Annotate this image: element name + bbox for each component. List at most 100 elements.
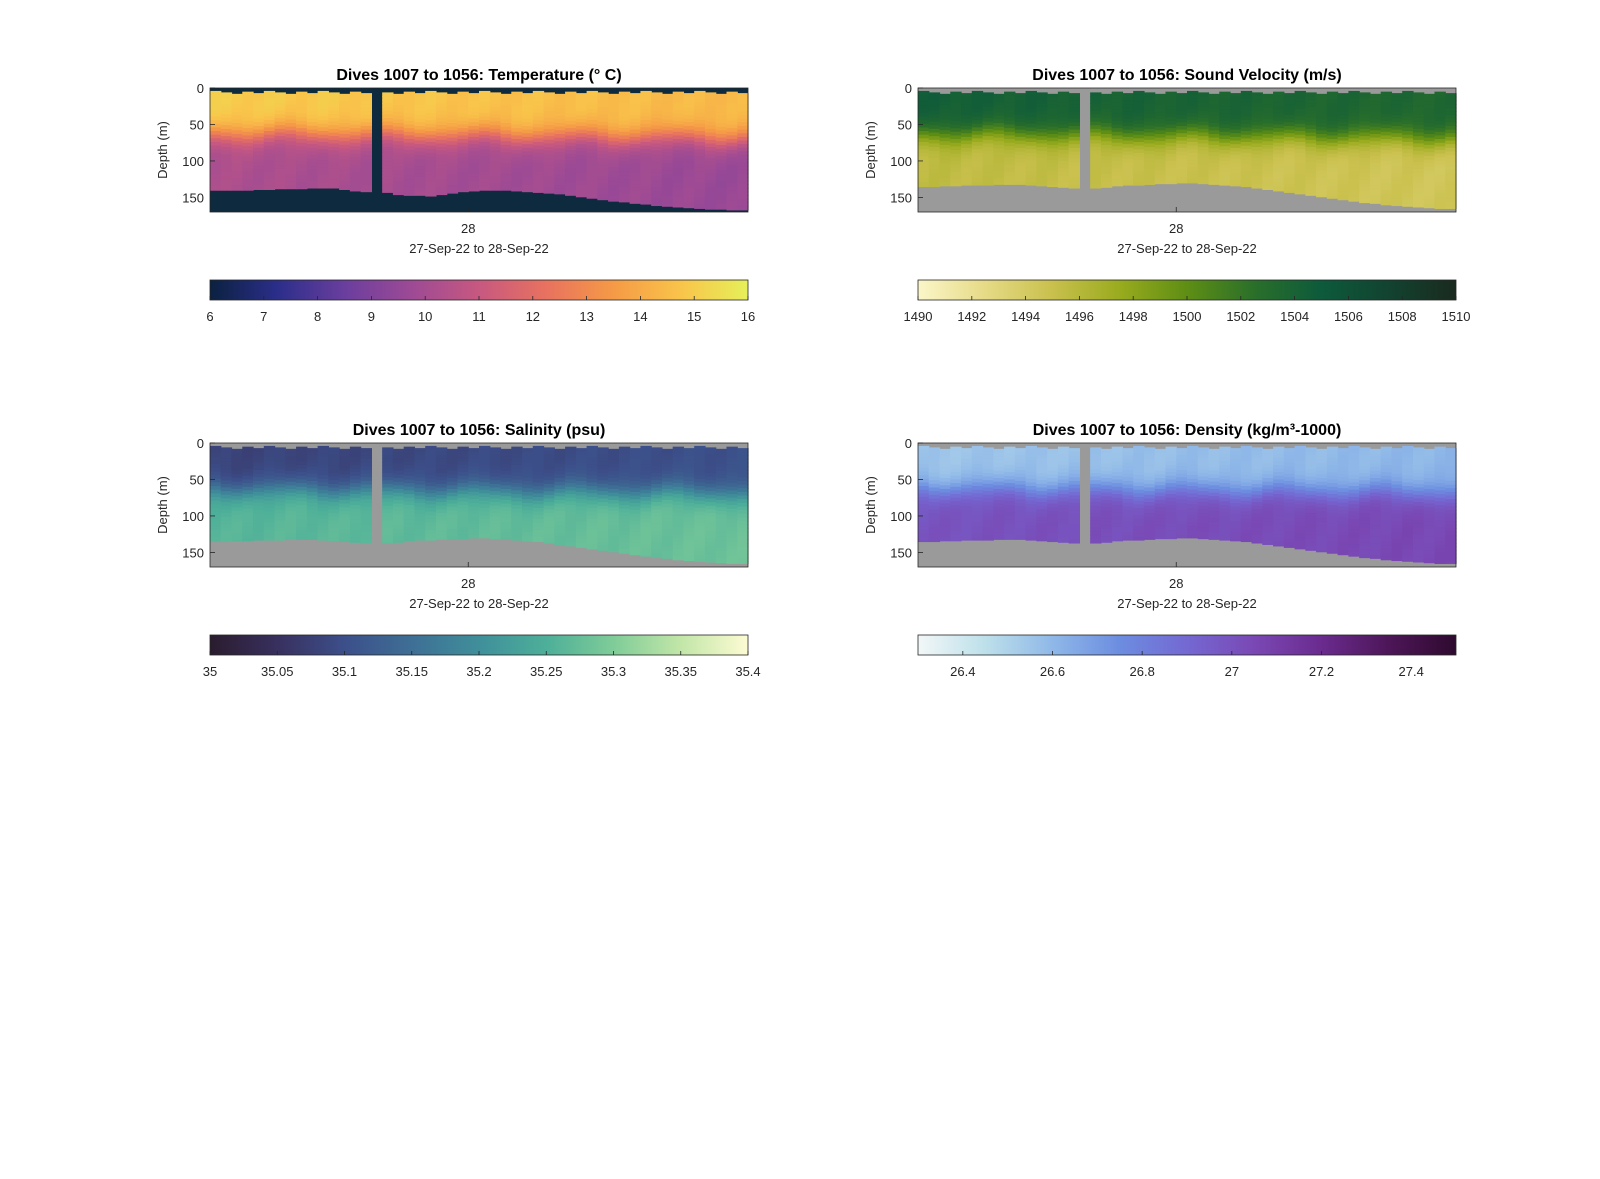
heatmap-cell — [220, 168, 233, 174]
heatmap-cell — [1025, 160, 1037, 165]
heatmap-cell — [575, 495, 588, 500]
heatmap-cell — [1283, 155, 1296, 160]
heatmap-cell — [349, 98, 362, 104]
heatmap-cell — [704, 106, 717, 112]
heatmap-cell — [543, 147, 555, 152]
heatmap-cell — [1122, 129, 1134, 134]
heatmap-cell — [982, 147, 994, 152]
heatmap-cell — [1434, 139, 1446, 144]
heatmap-cell — [1230, 118, 1242, 123]
heatmap-cell — [543, 542, 555, 544]
heatmap-cell — [961, 510, 973, 515]
y-tick-label: 50 — [190, 472, 204, 487]
heatmap-cell — [608, 488, 620, 494]
heatmap-cell — [392, 470, 405, 475]
heatmap-cell — [661, 488, 674, 494]
heatmap-cell — [435, 147, 448, 152]
heatmap-cell — [1380, 153, 1393, 158]
heatmap-cell — [683, 96, 695, 101]
heatmap-cell — [1305, 125, 1317, 130]
heatmap-cell — [425, 90, 437, 96]
heatmap-cell — [661, 137, 674, 142]
heatmap-cell — [715, 463, 728, 468]
heatmap-cell — [575, 499, 588, 504]
heatmap-cell — [317, 526, 329, 531]
heatmap-cell — [672, 186, 685, 191]
heatmap-cell — [608, 474, 620, 479]
heatmap-cell — [575, 100, 588, 105]
heatmap-cell — [543, 454, 555, 459]
heatmap-cell — [1004, 526, 1016, 532]
heatmap-cell — [349, 505, 362, 510]
heatmap-cell — [1004, 483, 1016, 488]
heatmap-cell — [511, 537, 523, 541]
heatmap-cell — [618, 142, 631, 147]
heatmap-cell — [479, 467, 491, 473]
heatmap-cell — [1100, 108, 1113, 113]
heatmap-cell — [683, 93, 695, 98]
heatmap-cell — [1036, 96, 1048, 101]
heatmap-cell — [1047, 97, 1059, 102]
heatmap-cell — [993, 452, 1005, 457]
heatmap-cell — [1305, 183, 1317, 188]
heatmap-cell — [1273, 164, 1285, 169]
heatmap-cell — [285, 181, 297, 186]
heatmap-cell — [532, 163, 545, 169]
heatmap-cell — [1380, 182, 1393, 188]
heatmap-cell — [918, 178, 930, 183]
heatmap-cell — [285, 163, 297, 168]
heatmap-cell — [435, 128, 448, 134]
heatmap-cell — [1187, 152, 1199, 158]
heatmap-cell — [1047, 159, 1059, 164]
heatmap-cell — [726, 505, 738, 510]
heatmap-cell — [565, 193, 577, 196]
heatmap-cell — [1402, 152, 1414, 158]
heatmap-cell — [1111, 106, 1124, 111]
heatmap-cell — [961, 488, 973, 493]
heatmap-cell — [210, 467, 222, 473]
heatmap-cell — [382, 534, 394, 540]
heatmap-cell — [608, 499, 620, 505]
heatmap-cell — [1122, 147, 1134, 153]
heatmap-cell — [296, 153, 308, 158]
heatmap-cell — [425, 134, 437, 139]
heatmap-cell — [425, 471, 437, 476]
heatmap-cell — [1111, 91, 1124, 96]
heatmap-cell — [489, 114, 502, 119]
heatmap-cell — [928, 538, 941, 543]
heatmap-cell — [425, 456, 437, 462]
x-axis-label: 27-Sep-22 to 28-Sep-22 — [409, 596, 548, 611]
heatmap-cell — [640, 200, 652, 205]
heatmap-cell — [468, 528, 480, 533]
heatmap-cell — [1154, 166, 1167, 172]
heatmap-cell — [425, 145, 437, 150]
heatmap-cell — [961, 140, 973, 145]
heatmap-cell — [694, 174, 706, 180]
heatmap-cell — [939, 503, 951, 508]
heatmap-cell — [961, 93, 973, 98]
heatmap-cell — [328, 476, 340, 481]
heatmap-cell — [737, 524, 749, 529]
heatmap-cell — [1445, 166, 1457, 171]
heatmap-cell — [468, 491, 480, 497]
heatmap-cell — [661, 181, 674, 186]
heatmap-cell — [1143, 139, 1156, 145]
heatmap-cell — [446, 174, 459, 179]
heatmap-cell — [210, 90, 222, 96]
heatmap-cell — [1004, 95, 1016, 100]
heatmap-cell — [1057, 157, 1070, 162]
heatmap-cell — [737, 517, 749, 522]
heatmap-cell — [1326, 117, 1339, 122]
heatmap-cell — [971, 178, 984, 183]
heatmap-cell — [285, 507, 297, 512]
heatmap-cell — [1187, 178, 1199, 183]
heatmap-cell — [961, 173, 973, 178]
heatmap-cell — [651, 505, 663, 510]
heatmap-cell — [982, 523, 994, 529]
heatmap-cell — [522, 147, 534, 153]
heatmap-cell — [1391, 125, 1403, 131]
heatmap-cell — [1036, 451, 1048, 456]
heatmap-cell — [704, 472, 717, 478]
heatmap-cell — [1380, 117, 1393, 122]
heatmap-cell — [629, 151, 641, 156]
